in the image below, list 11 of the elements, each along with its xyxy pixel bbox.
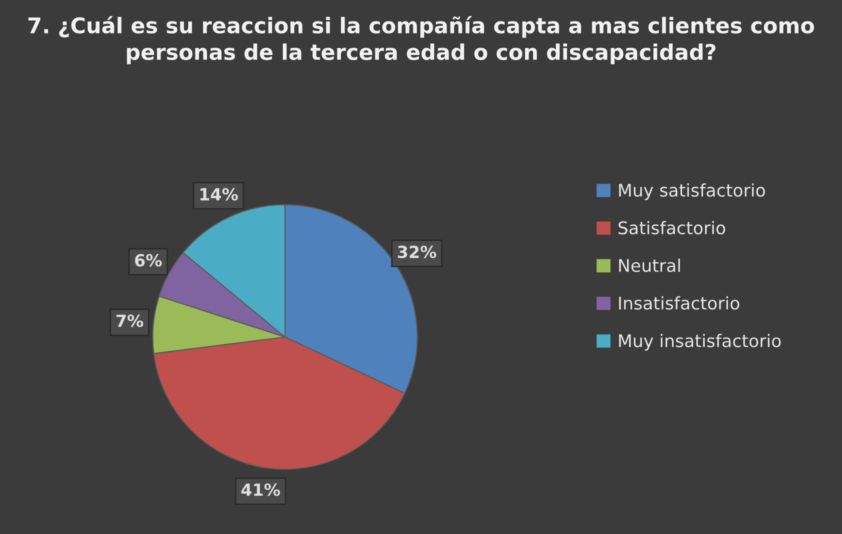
legend-label: Muy satisfactorio [619,183,765,200]
legend-label: Neutral [619,258,680,272]
legend-label: Insatisfactorio [619,296,740,310]
legend-label: Muy insatisfactorio [619,334,781,351]
legend-label: Satisfactorio [618,220,726,234]
data-label: 7% [116,314,144,328]
data-label: 41% [241,483,280,496]
data-label: 32% [398,246,436,258]
chart-title: 7. ¿Cuál es su reaccion si la compañía capta a mas clientes como personas de la tercera edad o con discapacidad? [28,16,814,64]
data-label: 6% [135,254,162,267]
data-label: 14% [200,188,238,201]
